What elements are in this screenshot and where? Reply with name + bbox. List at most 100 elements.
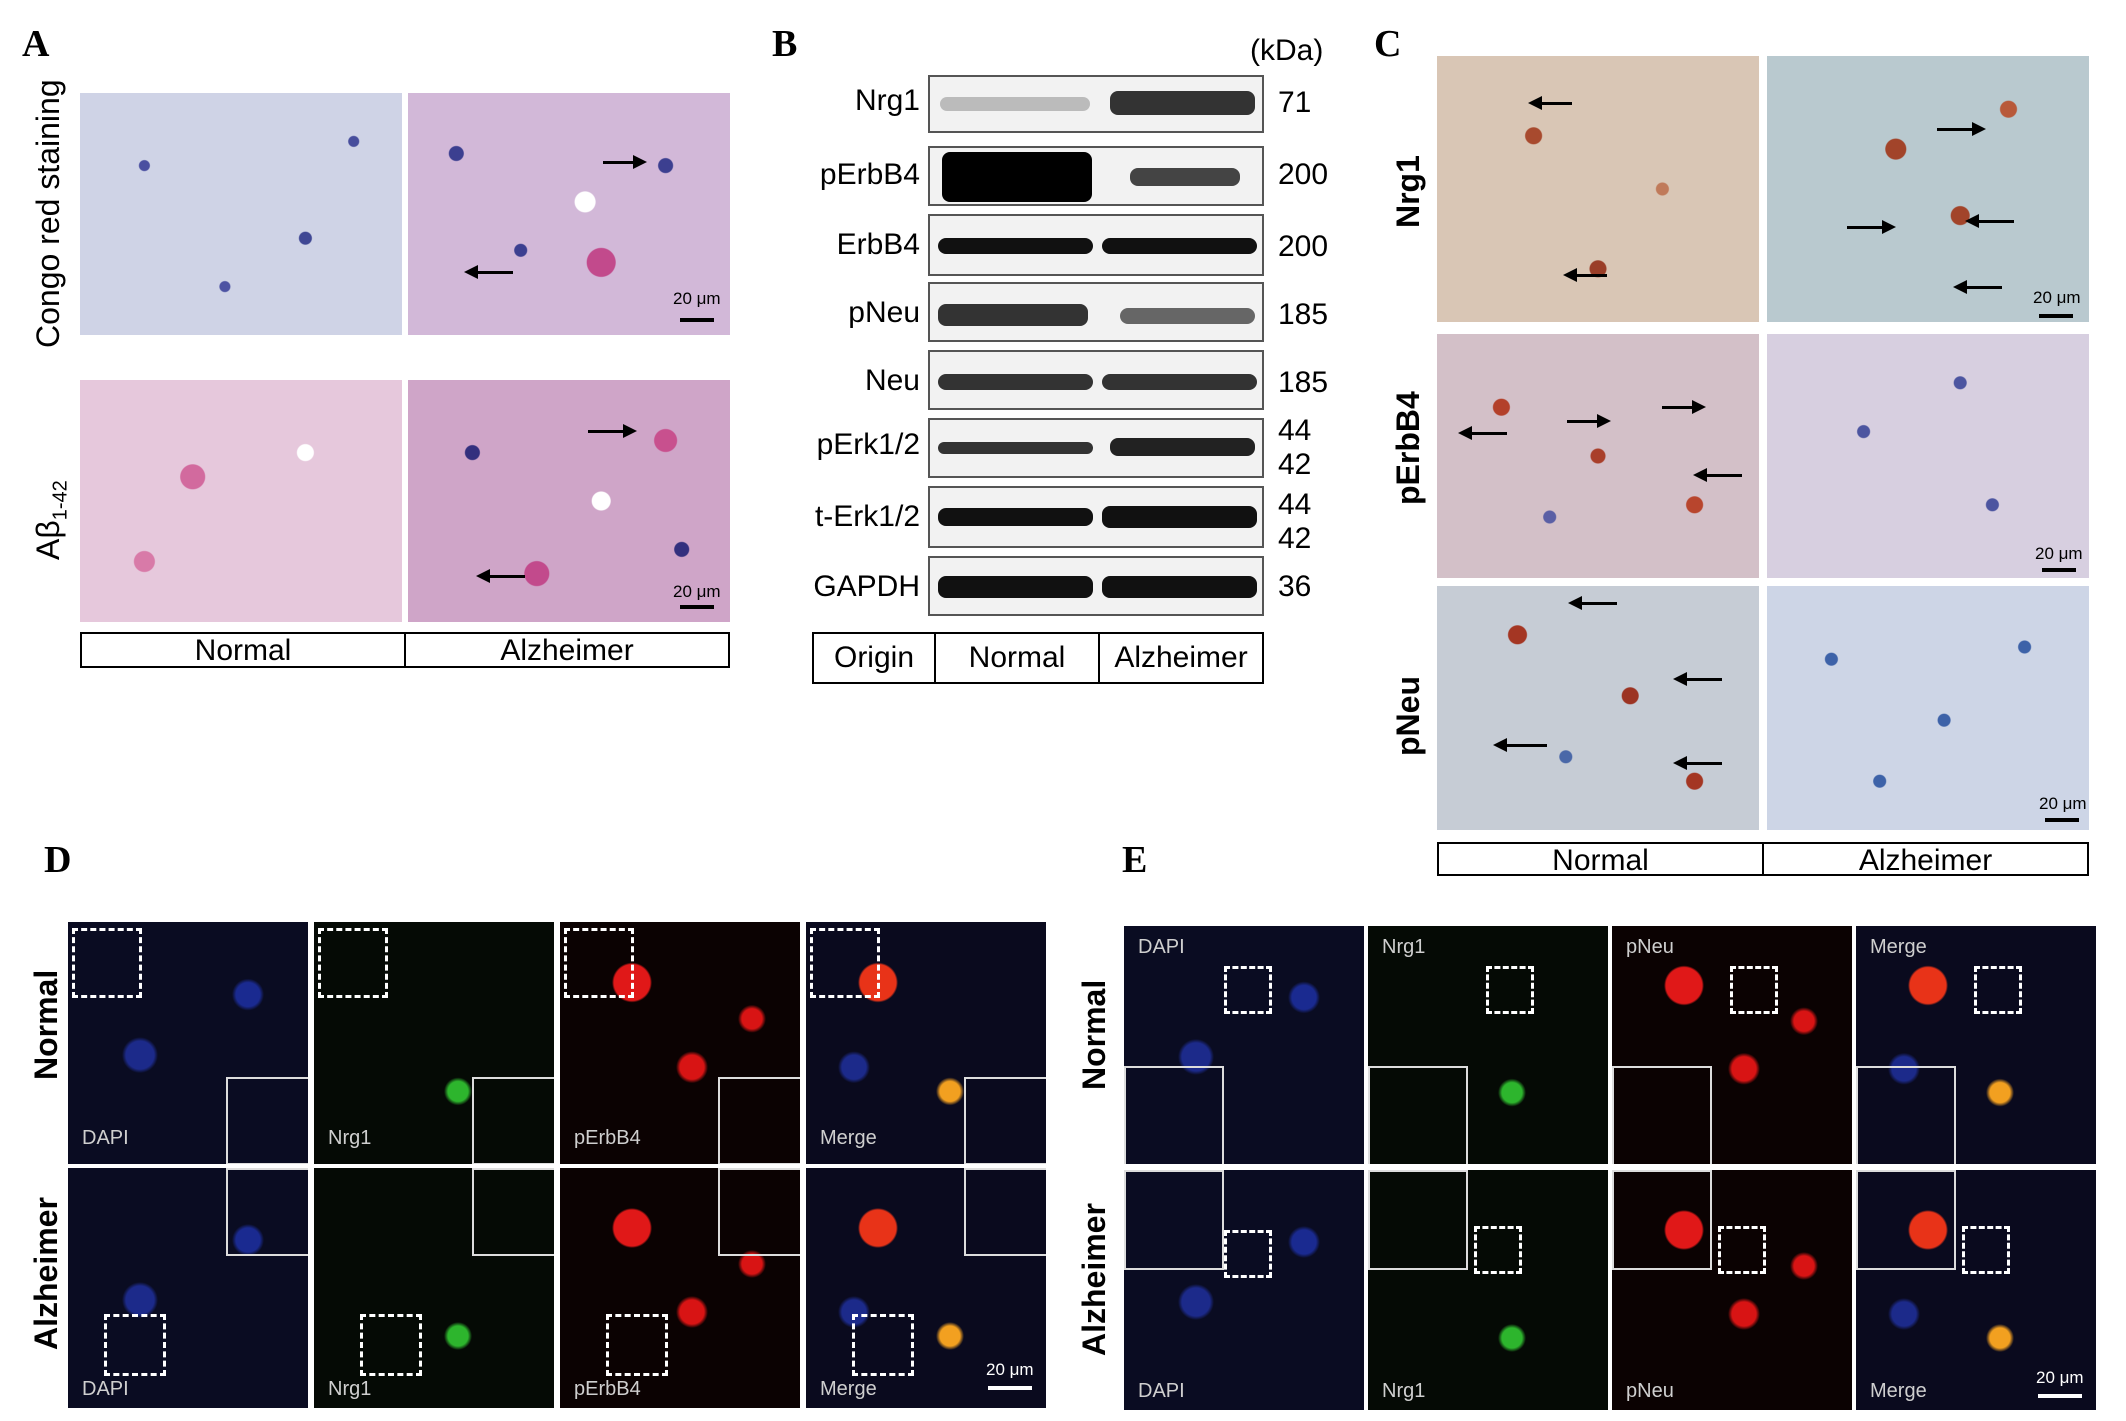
blot-pneu [928, 282, 1264, 342]
blot-label-perbb4: pErbB4 [819, 158, 920, 191]
scale-bar [2045, 818, 2079, 822]
channel-label: Nrg1 [1382, 936, 1426, 958]
scale-label: 20 μm [673, 289, 721, 308]
channel-label: DAPI [82, 1378, 129, 1400]
blot-perk [928, 418, 1264, 478]
congo-normal-image [80, 93, 402, 335]
row-label-pneu: pNeu [1390, 676, 1426, 756]
kda-perbb4: 200 [1278, 158, 1329, 191]
kda-terk: 44 42 [1278, 488, 1312, 555]
channel-label: Merge [1870, 1380, 1927, 1402]
legend-normal: Normal [194, 634, 292, 667]
abeta-normal-image [80, 380, 402, 622]
blot-label-gapdh: GAPDH [813, 570, 920, 603]
arrow-icon [588, 424, 637, 438]
kda-header: (kDa) [1250, 34, 1324, 67]
channel-label: pErbB4 [574, 1378, 641, 1400]
arrow-icon [1567, 414, 1611, 428]
arrow-icon [1673, 672, 1722, 686]
panel-label-b: B [772, 23, 798, 65]
abeta-alzheimer-image: 20 μm [408, 380, 730, 622]
arrow-icon [464, 265, 513, 279]
perbb4-alzheimer-image: 20 μm [1767, 334, 2089, 578]
scale-bar [680, 318, 714, 322]
blot-perbb4 [928, 146, 1264, 206]
channel-label: DAPI [82, 1127, 129, 1149]
legend-b: Origin Normal Alzheimer [812, 632, 1264, 684]
e-alzheimer-merge: Merge 20 μm [1856, 1170, 2096, 1410]
row-label-abeta: Aβ1-42 [30, 480, 72, 560]
perbb4-normal-image [1437, 334, 1759, 578]
d-alzheimer-perbb4: pErbB4 [560, 1168, 800, 1408]
e-normal-merge: Merge [1856, 926, 2096, 1164]
blot-label-terk: t-Erk1/2 [814, 500, 920, 533]
arrow-icon [1937, 122, 1986, 136]
e-alzheimer-pneu: pNeu [1612, 1170, 1852, 1410]
row-label-alzheimer: Alzheimer [28, 1197, 64, 1350]
kda-pneu: 185 [1278, 298, 1329, 331]
blot-label-pneu: pNeu [848, 296, 920, 329]
legend-normal: Normal [934, 634, 1098, 682]
legend-a: Normal Alzheimer [80, 632, 730, 668]
scale-bar [2038, 1394, 2082, 1398]
legend-alzheimer: Alzheimer [1762, 844, 2087, 877]
d-alzheimer-merge: Merge 20 μm [806, 1168, 1046, 1408]
arrow-icon [476, 569, 525, 583]
kda-gapdh: 36 [1278, 570, 1312, 603]
row-label-alzheimer: Alzheimer [1076, 1203, 1112, 1356]
blot-gapdh [928, 556, 1264, 616]
arrow-icon [1662, 400, 1706, 414]
arrow-icon [1847, 220, 1896, 234]
pneu-alzheimer-image: 20 μm [1767, 586, 2089, 830]
d-normal-perbb4: pErbB4 [560, 922, 800, 1164]
d-alzheimer-nrg1: Nrg1 [314, 1168, 554, 1408]
scale-label: 20 μm [2033, 288, 2081, 307]
e-alzheimer-dapi: DAPI [1124, 1170, 1364, 1410]
arrow-icon [1693, 468, 1742, 482]
blot-nrg1 [928, 75, 1264, 133]
d-normal-dapi: DAPI [68, 922, 308, 1164]
legend-alzheimer: Alzheimer [1098, 634, 1262, 682]
congo-alzheimer-image: 20 μm [408, 93, 730, 335]
blot-label-neu: Neu [864, 364, 920, 397]
e-normal-dapi: DAPI [1124, 926, 1364, 1164]
blot-neu [928, 350, 1264, 410]
arrow-icon [1965, 214, 2014, 228]
scale-label: 20 μm [673, 582, 721, 601]
blot-erbb4 [928, 214, 1264, 276]
arrow-icon [603, 155, 647, 169]
d-normal-merge: Merge [806, 922, 1046, 1164]
channel-label: Nrg1 [1382, 1380, 1426, 1402]
e-normal-nrg1: Nrg1 [1368, 926, 1608, 1164]
row-label-normal: Normal [1076, 979, 1112, 1090]
scale-label: 20 μm [2036, 1368, 2084, 1387]
channel-label: Nrg1 [328, 1378, 372, 1400]
nrg1-normal-image [1437, 56, 1759, 322]
row-label-perbb4: pErbB4 [1390, 391, 1426, 505]
kda-erbb4: 200 [1278, 230, 1329, 263]
nrg1-alzheimer-image: 20 μm [1767, 56, 2089, 322]
panel-label-a: A [22, 23, 50, 65]
blot-label-erbb4: ErbB4 [836, 228, 920, 261]
row-label-nrg1: Nrg1 [1390, 155, 1426, 228]
scale-bar [988, 1386, 1032, 1390]
d-normal-nrg1: Nrg1 [314, 922, 554, 1164]
panel-label-d: D [44, 839, 72, 881]
scale-bar [680, 605, 714, 609]
kda-neu: 185 [1278, 366, 1329, 399]
scale-bar [2039, 314, 2073, 318]
abeta-subscript: 1-42 [49, 480, 72, 521]
row-label-congo-red: Congo red staining [30, 79, 66, 348]
arrow-icon [1493, 738, 1547, 752]
legend-normal: Normal [1552, 844, 1649, 877]
kda-perk: 44 42 [1278, 414, 1312, 481]
channel-label: Nrg1 [328, 1127, 372, 1149]
channel-label: DAPI [1138, 936, 1185, 958]
arrow-icon [1563, 268, 1607, 282]
channel-label: Merge [1870, 936, 1927, 958]
legend-origin: Origin [833, 641, 915, 674]
legend-alzheimer: Alzheimer [404, 634, 728, 667]
arrow-icon [1673, 756, 1722, 770]
panel-label-c: C [1374, 23, 1402, 65]
blot-label-nrg1: Nrg1 [854, 84, 920, 117]
